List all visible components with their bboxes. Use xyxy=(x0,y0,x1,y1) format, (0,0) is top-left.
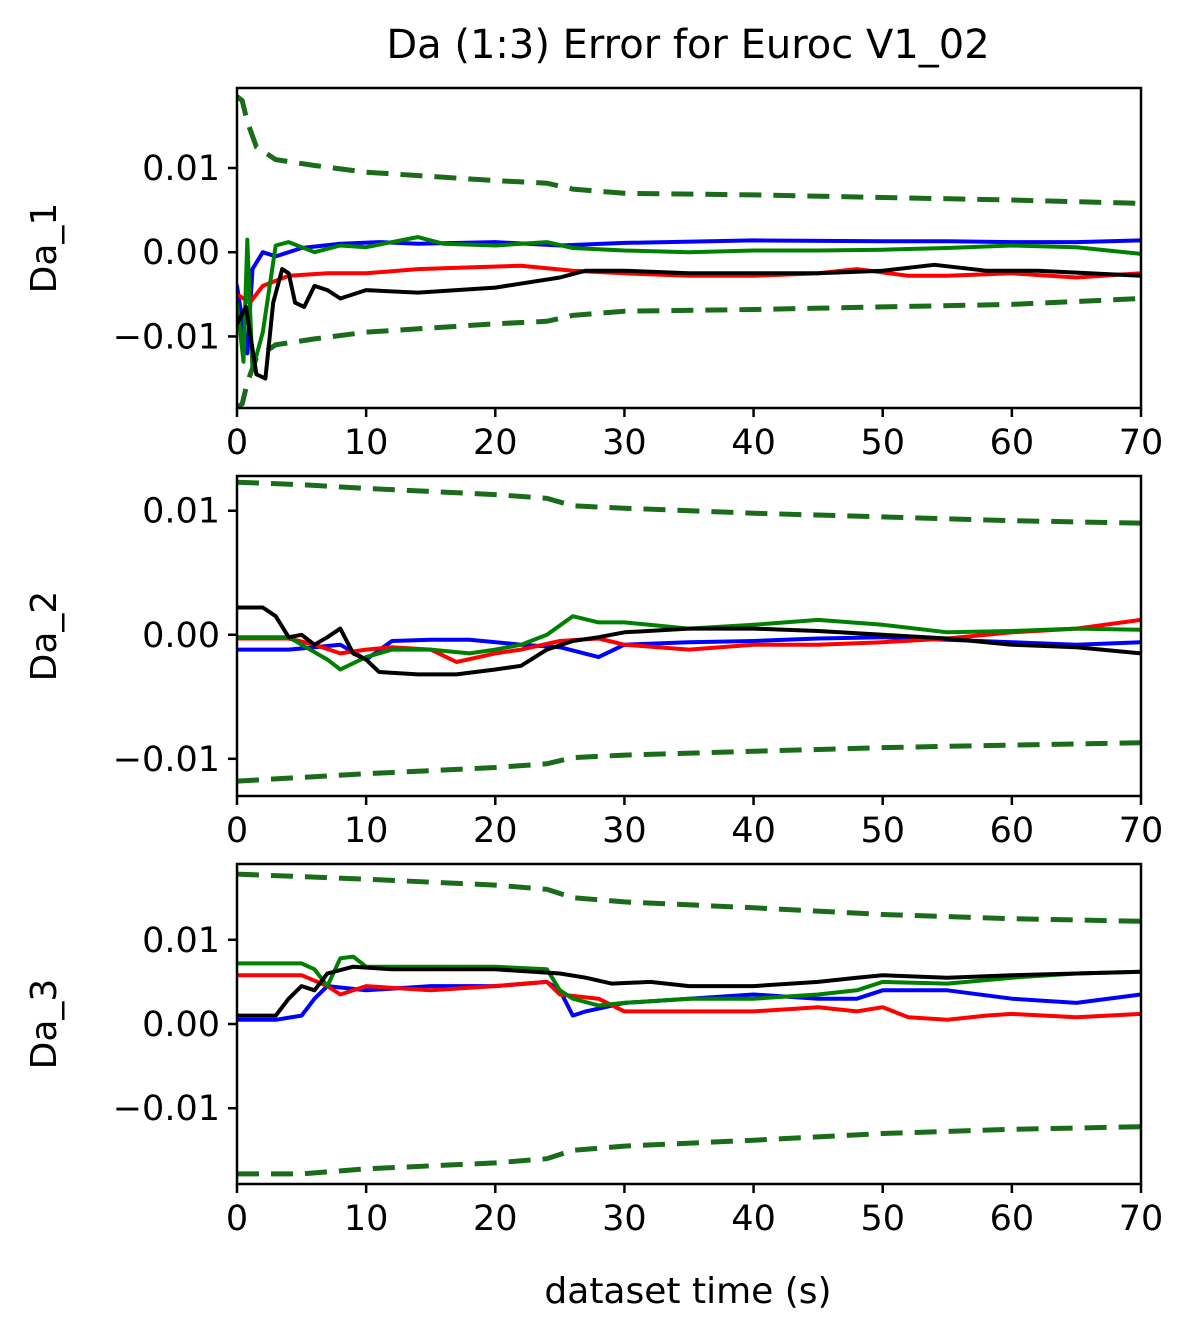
x-tick-label: 40 xyxy=(731,811,776,851)
blue-series-line xyxy=(237,238,1141,356)
x-tick-label: 10 xyxy=(344,811,389,851)
blue-series-line xyxy=(237,979,1141,1022)
x-tick-label: 10 xyxy=(344,423,389,463)
upper-bound-line xyxy=(237,871,1141,924)
lower-bound-line xyxy=(237,296,1141,408)
y-tick-label: 0.01 xyxy=(142,149,220,189)
panels: 0 10 20 30 40 50 60 70 0.01 0.00 −0.01 Da_1 0 10 20 30 4… xyxy=(24,86,1164,1239)
lower-bound-line xyxy=(237,740,1141,784)
y-axis-label: Da_2 xyxy=(24,591,65,682)
x-tick-label: 50 xyxy=(860,1199,905,1239)
x-tick-label: 0 xyxy=(226,1199,248,1239)
y-tick-label: 0.00 xyxy=(142,1005,220,1045)
y-tick-label: 0.00 xyxy=(142,233,220,273)
x-tick-label: 60 xyxy=(990,811,1035,851)
x-tick-label: 0 xyxy=(226,423,248,463)
x-tick-label: 70 xyxy=(1119,1199,1164,1239)
axes-frame xyxy=(235,862,1143,1186)
upper-bound-line xyxy=(237,479,1141,526)
x-tick-label: 40 xyxy=(731,423,776,463)
plot-area xyxy=(237,94,1141,408)
x-tick-label: 30 xyxy=(602,1199,647,1239)
green-series-line xyxy=(237,954,1141,1008)
x-tick-label: 70 xyxy=(1119,423,1164,463)
black-series-line xyxy=(237,262,1141,381)
x-tick-label: 20 xyxy=(473,811,518,851)
black-series-line xyxy=(237,964,1141,1018)
panel-3: 0 10 20 30 40 50 60 70 0.01 0.00 −0.01 Da_3 xyxy=(24,862,1164,1239)
y-axis-label: Da_1 xyxy=(24,203,65,294)
upper-bound-line xyxy=(237,94,1141,206)
y-tick-label: 0.01 xyxy=(142,492,220,532)
x-tick-label: 60 xyxy=(990,423,1035,463)
x-tick-label: 30 xyxy=(602,423,647,463)
y-tick-label: −0.01 xyxy=(113,317,220,357)
x-tick-label: 20 xyxy=(473,423,518,463)
y-tick-label: −0.01 xyxy=(113,1089,220,1129)
red-series-line xyxy=(237,973,1141,1022)
x-tick-label: 30 xyxy=(602,811,647,851)
green-series-line xyxy=(237,614,1141,672)
y-axis-label: Da_3 xyxy=(24,979,65,1070)
x-tick-label: 20 xyxy=(473,1199,518,1239)
x-tick-label: 70 xyxy=(1119,811,1164,851)
plot-area xyxy=(237,479,1141,784)
chart-title: Da (1:3) Error for Euroc V1_02 xyxy=(386,22,989,68)
y-tick-label: 0.01 xyxy=(142,921,220,961)
axes-frame xyxy=(235,86,1143,410)
panel-2: 0 10 20 30 40 50 60 70 0.01 0.00 −0.01 Da_2 xyxy=(24,474,1164,851)
x-tick-label: 40 xyxy=(731,1199,776,1239)
green-series-line xyxy=(237,235,1141,373)
panel-1: 0 10 20 30 40 50 60 70 0.01 0.00 −0.01 Da_1 xyxy=(24,86,1164,463)
x-axis-label: dataset time (s) xyxy=(544,1271,831,1312)
y-tick-label: 0.00 xyxy=(142,616,220,656)
red-series-line xyxy=(237,617,1141,664)
axes-frame xyxy=(235,474,1143,798)
y-tick-label: −0.01 xyxy=(113,740,220,780)
x-tick-label: 50 xyxy=(860,811,905,851)
x-tick-label: 60 xyxy=(990,1199,1035,1239)
x-tick-label: 50 xyxy=(860,423,905,463)
x-tick-label: 10 xyxy=(344,1199,389,1239)
black-series-line xyxy=(237,605,1141,677)
x-tick-label: 0 xyxy=(226,811,248,851)
plot-area xyxy=(237,871,1141,1177)
lower-bound-line xyxy=(237,1124,1141,1177)
